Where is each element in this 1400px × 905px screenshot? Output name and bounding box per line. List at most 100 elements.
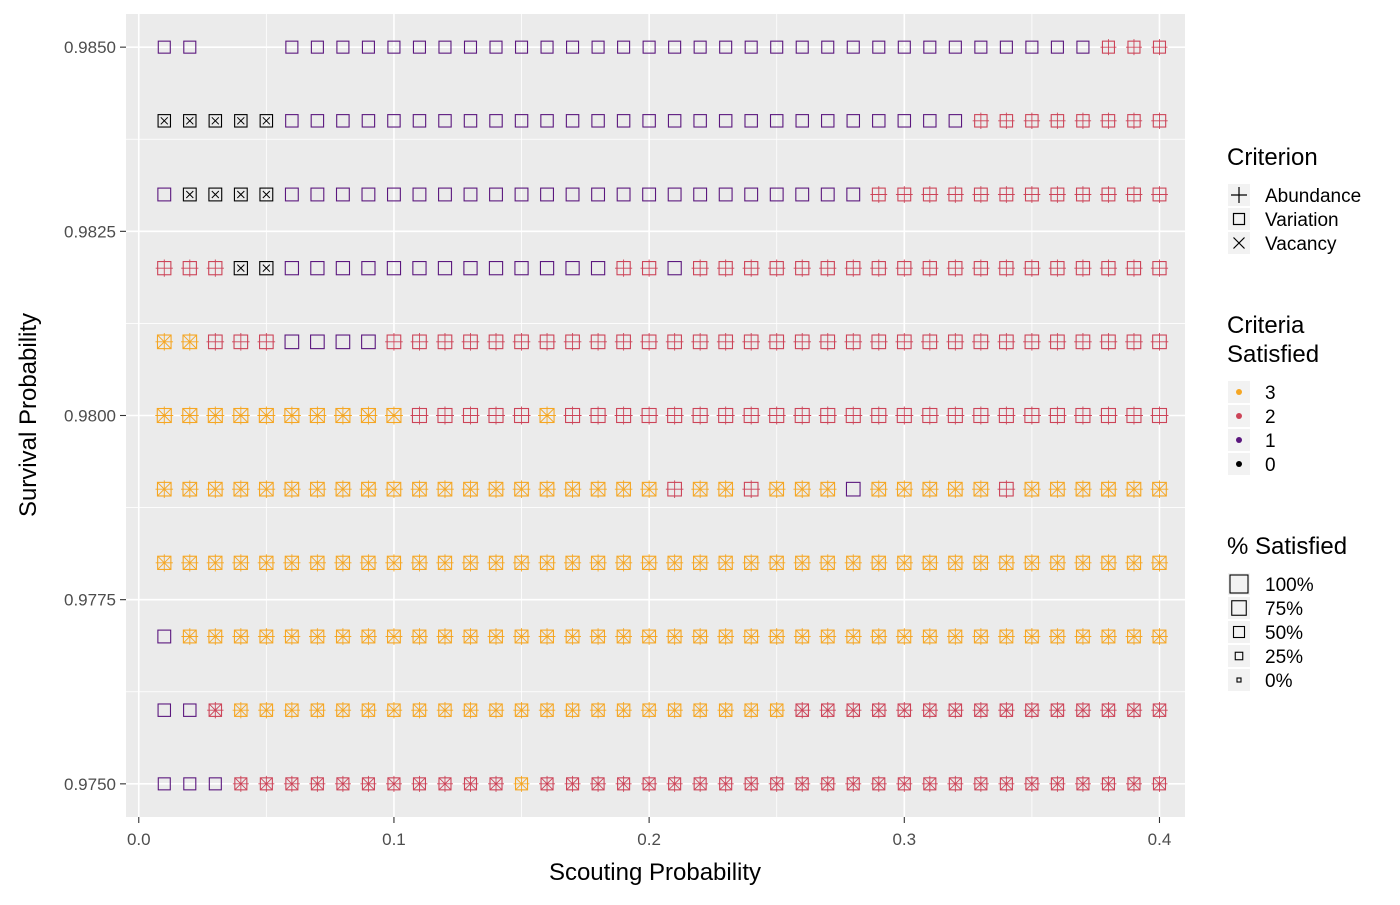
data-point bbox=[259, 261, 274, 276]
data-point bbox=[1074, 628, 1092, 645]
vacancy-marker bbox=[1152, 703, 1166, 717]
legend-criterion-label: Variation bbox=[1265, 210, 1339, 231]
abundance-marker bbox=[1023, 333, 1041, 351]
data-point bbox=[667, 114, 682, 128]
data-point bbox=[1125, 701, 1143, 719]
variation-marker bbox=[438, 114, 452, 128]
abundance-marker bbox=[768, 259, 786, 277]
data-point bbox=[206, 406, 225, 425]
variation-marker bbox=[1050, 40, 1064, 54]
vacancy-marker bbox=[540, 555, 554, 570]
vacancy-marker bbox=[463, 555, 478, 570]
data-point bbox=[895, 406, 914, 425]
abundance-marker bbox=[691, 333, 709, 351]
data-point bbox=[665, 480, 684, 498]
variation-marker bbox=[412, 40, 427, 54]
vacancy-marker bbox=[1126, 482, 1142, 497]
data-point bbox=[946, 554, 964, 572]
data-point bbox=[310, 334, 325, 350]
abundance-marker bbox=[716, 406, 735, 425]
data-point bbox=[257, 554, 275, 572]
variation-marker bbox=[820, 187, 835, 202]
variation-marker bbox=[539, 261, 555, 276]
data-point bbox=[1099, 406, 1118, 425]
data-point bbox=[767, 333, 786, 351]
variation-marker bbox=[489, 40, 503, 54]
abundance-marker bbox=[767, 406, 786, 425]
data-point bbox=[538, 701, 556, 719]
legend-criterion-cross-icon bbox=[1233, 237, 1245, 249]
abundance-marker bbox=[793, 259, 811, 277]
vacancy-marker bbox=[744, 777, 758, 791]
data-point bbox=[565, 187, 580, 202]
data-point bbox=[744, 187, 759, 202]
vacancy-marker bbox=[591, 777, 605, 791]
legend-criterion-plus-icon bbox=[1231, 187, 1247, 203]
data-point bbox=[208, 777, 222, 791]
data-point bbox=[1150, 480, 1169, 498]
data-point bbox=[1125, 259, 1143, 277]
data-point bbox=[640, 406, 659, 425]
data-point bbox=[1151, 186, 1168, 203]
data-point bbox=[742, 701, 760, 719]
data-point bbox=[360, 628, 377, 645]
data-point bbox=[642, 187, 657, 202]
variation-marker bbox=[565, 114, 580, 128]
vacancy-marker bbox=[387, 629, 401, 644]
data-point bbox=[308, 480, 327, 498]
data-point bbox=[334, 701, 352, 719]
x-tick-label: 0.1 bbox=[382, 830, 406, 849]
vacancy-marker bbox=[846, 703, 860, 717]
vacancy-marker bbox=[1050, 703, 1064, 717]
abundance-marker bbox=[742, 259, 760, 277]
data-point bbox=[615, 259, 633, 277]
vacancy-marker bbox=[1152, 629, 1167, 644]
vacancy-marker bbox=[284, 555, 299, 570]
data-point bbox=[640, 333, 658, 351]
legend-percent-square-icon bbox=[1231, 600, 1247, 616]
abundance-marker bbox=[691, 259, 709, 277]
data-point bbox=[717, 701, 734, 719]
data-point bbox=[1023, 333, 1041, 351]
data-point bbox=[795, 187, 810, 202]
vacancy-marker bbox=[361, 482, 376, 497]
data-point bbox=[1100, 628, 1117, 645]
data-point bbox=[997, 406, 1016, 425]
vacancy-marker bbox=[488, 482, 504, 497]
vacancy-marker bbox=[719, 777, 732, 791]
vacancy-marker bbox=[515, 777, 528, 791]
vacancy-marker bbox=[1152, 482, 1167, 497]
legend-percent-square-icon bbox=[1236, 677, 1242, 683]
legend-satisfied-dot-icon bbox=[1236, 413, 1242, 419]
data-point bbox=[359, 480, 378, 498]
data-point bbox=[844, 259, 862, 277]
abundance-marker bbox=[410, 406, 429, 425]
variation-marker bbox=[693, 40, 707, 54]
data-point bbox=[284, 187, 299, 202]
data-point bbox=[719, 40, 733, 54]
vacancy-marker bbox=[795, 703, 809, 717]
vacancy-marker bbox=[949, 777, 962, 791]
variation-marker bbox=[438, 187, 452, 202]
vacancy-marker bbox=[540, 703, 554, 717]
vacancy-marker bbox=[1076, 703, 1090, 717]
data-point bbox=[1074, 112, 1092, 130]
vacancy-marker bbox=[872, 703, 886, 717]
data-point bbox=[947, 775, 964, 792]
data-point bbox=[845, 775, 862, 792]
data-point bbox=[1125, 39, 1142, 56]
data-point bbox=[1023, 628, 1041, 645]
vacancy-marker bbox=[438, 555, 452, 570]
variation-marker bbox=[667, 261, 682, 276]
variation-marker bbox=[642, 40, 656, 54]
data-point bbox=[972, 480, 990, 498]
data-point bbox=[1023, 259, 1041, 277]
data-point bbox=[717, 554, 735, 572]
vacancy-marker bbox=[1075, 482, 1091, 497]
data-point bbox=[972, 775, 989, 792]
data-point bbox=[921, 701, 939, 719]
data-point bbox=[487, 333, 505, 351]
vacancy-marker bbox=[185, 190, 194, 199]
variation-marker bbox=[872, 114, 886, 128]
vacancy-marker bbox=[311, 777, 324, 791]
